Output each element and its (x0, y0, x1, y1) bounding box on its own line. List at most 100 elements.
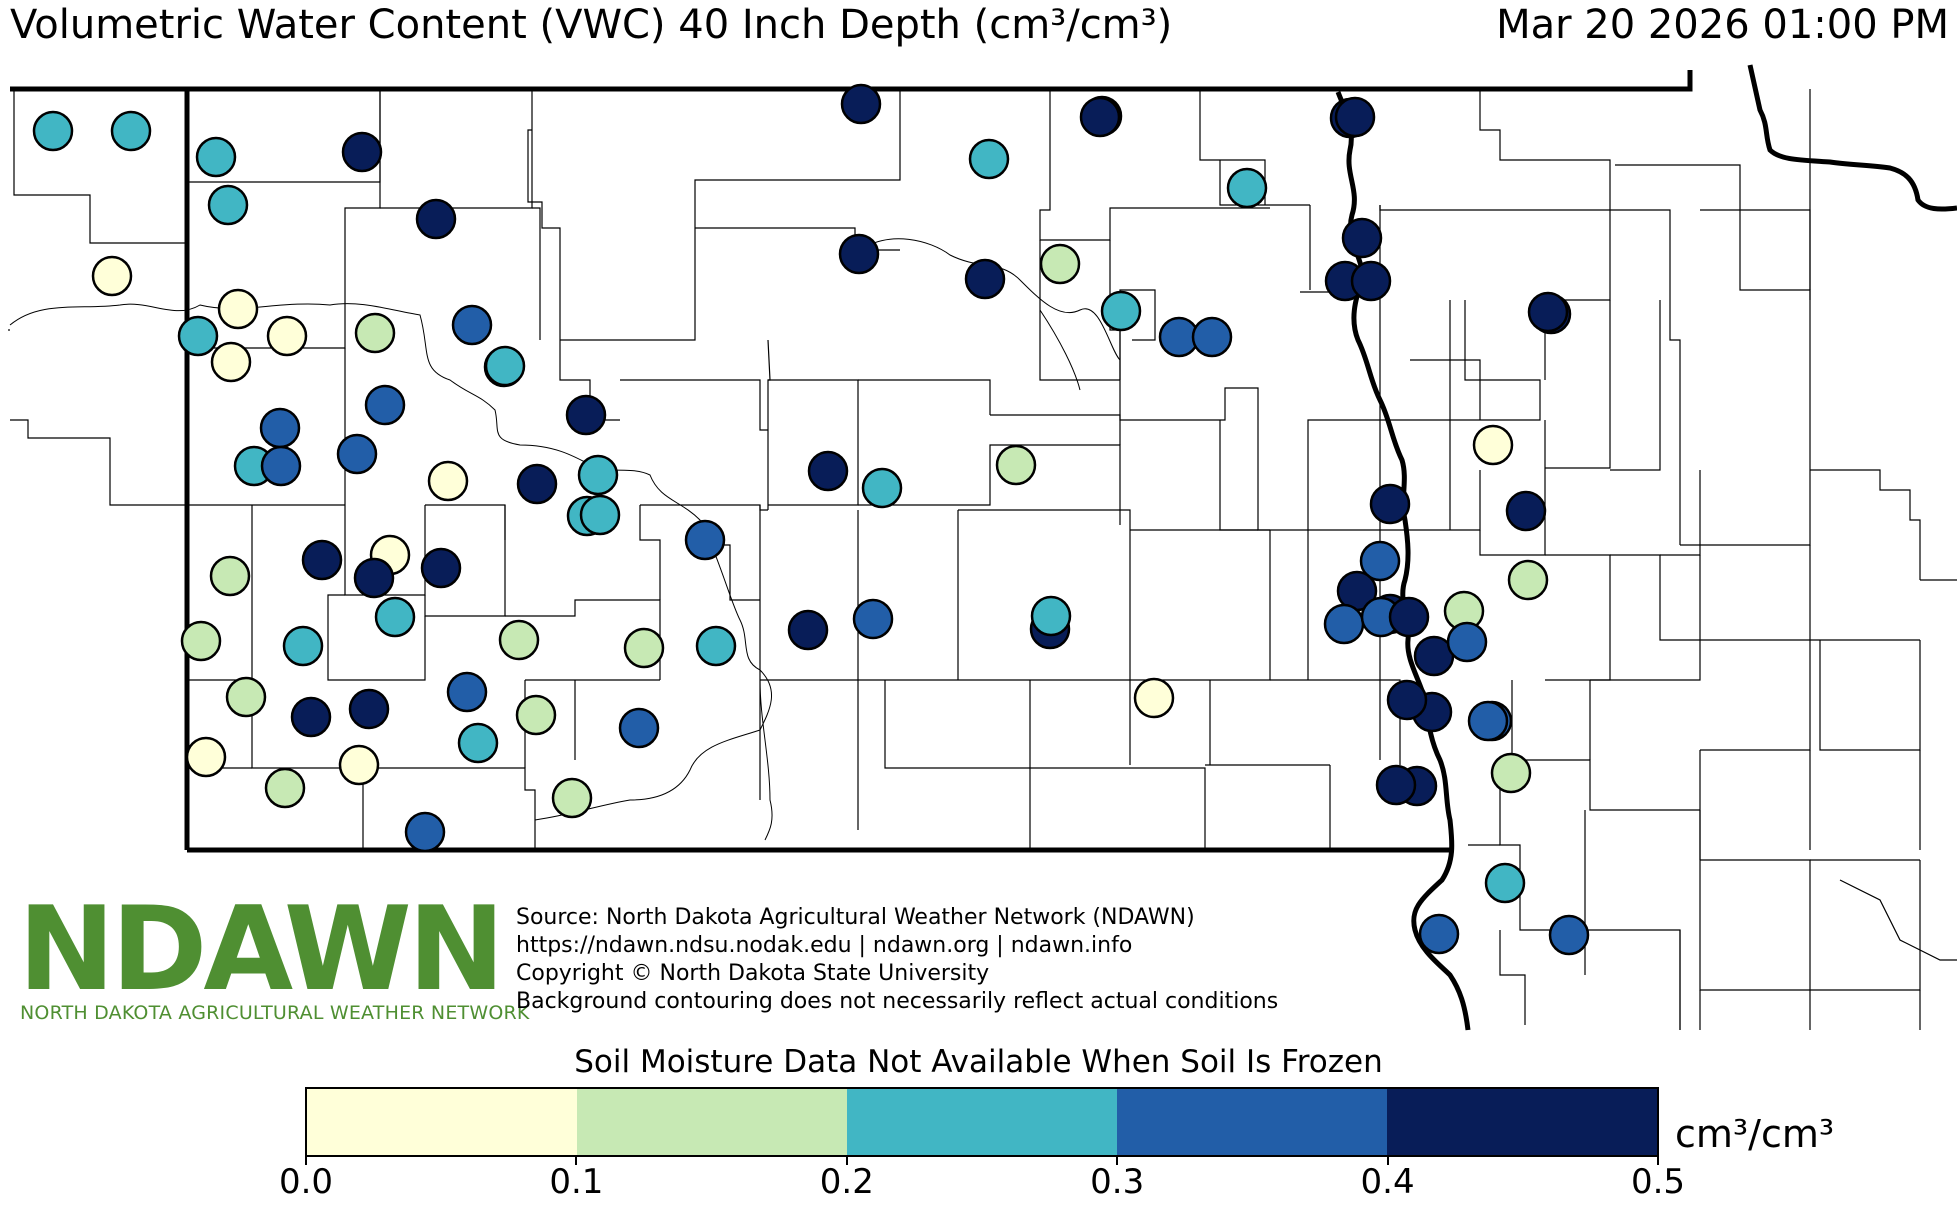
station-marker (1359, 540, 1401, 582)
station-marker (415, 198, 457, 240)
station-marker (1079, 96, 1121, 138)
station-marker (348, 688, 390, 730)
source-url-line: https://ndawn.ndsu.nodak.edu | ndawn.org… (516, 933, 1133, 958)
colorbar-tick-label: 0.3 (1090, 1162, 1145, 1202)
colorbar-segment (577, 1089, 847, 1155)
ndawn-logo: NDAWN NORTH DAKOTA AGRICULTURAL WEATHER … (18, 892, 529, 1030)
colorbar-tick (1657, 1155, 1659, 1165)
station-marker (225, 676, 267, 718)
station-marker (1039, 243, 1081, 285)
station-marker (1505, 490, 1547, 532)
colorbar-tick (845, 1155, 848, 1165)
station-marker (498, 619, 540, 661)
station-marker (852, 598, 894, 640)
station-marker (995, 444, 1037, 486)
station-marker (209, 555, 251, 597)
station-marker (404, 811, 446, 853)
station-marker (91, 255, 133, 297)
station-marker (364, 384, 406, 426)
logo-wordmark: NDAWN (18, 882, 505, 1017)
station-marker (1375, 764, 1417, 806)
station-marker (338, 744, 380, 786)
station-marker (695, 625, 737, 667)
station-marker (259, 407, 301, 449)
station-marker (32, 110, 74, 152)
station-marker (451, 304, 493, 346)
colorbar-tick (1116, 1155, 1119, 1165)
colorbar-tick (1386, 1155, 1389, 1165)
station-marker (1388, 596, 1430, 638)
station-marker (551, 777, 593, 819)
station-marker (577, 454, 619, 496)
station-marker (1133, 677, 1175, 719)
station-marker (260, 445, 302, 487)
station-marker (1334, 96, 1376, 138)
station-marker (336, 433, 378, 475)
station-marker (374, 596, 416, 638)
station-marker (1323, 603, 1365, 645)
station-marker (515, 694, 557, 736)
source-line: Source: North Dakota Agricultural Weathe… (516, 905, 1195, 930)
station-marker (341, 131, 383, 173)
colorbar-tick-label: 0.4 (1360, 1162, 1415, 1202)
station-marker (484, 345, 526, 387)
station-marker (207, 184, 249, 226)
station-marker (290, 696, 332, 738)
station-marker (1191, 316, 1233, 358)
station-marker (217, 288, 259, 330)
map-timestamp: Mar 20 2026 01:00 PM (1496, 2, 1949, 48)
station-marker (623, 627, 665, 669)
colorbar-tick-label: 0.5 (1630, 1162, 1686, 1202)
station-marker (353, 557, 395, 599)
colorbar-segment (1387, 1089, 1657, 1155)
station-marker (579, 494, 621, 536)
station-marker (807, 450, 849, 492)
station-marker (1490, 752, 1532, 794)
station-marker (1369, 483, 1411, 525)
station-marker (1507, 559, 1549, 601)
station-marker (1350, 260, 1392, 302)
station-marker (1484, 862, 1526, 904)
colorbar-tick-label: 0.2 (819, 1162, 874, 1202)
station-marker (457, 722, 499, 764)
borders (10, 64, 1957, 1031)
station-marker (1030, 595, 1072, 637)
station-marker (420, 547, 462, 589)
station-marker (1446, 621, 1488, 663)
station-marker (1548, 914, 1590, 956)
station-marker (684, 519, 726, 561)
map-title: Volumetric Water Content (VWC) 40 Inch D… (10, 2, 1173, 48)
colorbar-tick (575, 1155, 578, 1165)
colorbar-segment (307, 1089, 577, 1155)
station-marker (1467, 700, 1509, 742)
colorbar-segment (847, 1089, 1117, 1155)
colorbar-tick-label: 0.0 (278, 1162, 334, 1202)
station-marker (301, 539, 343, 581)
station-marker (861, 467, 903, 509)
station-marker (427, 460, 469, 502)
station-marker (618, 707, 660, 749)
station-marker (1386, 679, 1428, 721)
station-marker (446, 671, 488, 713)
station-marker (177, 315, 219, 357)
station-marker (110, 110, 152, 152)
station-marker (1100, 290, 1142, 332)
station-marker (964, 258, 1006, 300)
rivers (9, 238, 1121, 841)
station-marker (1527, 291, 1569, 333)
station-marker (1472, 424, 1514, 466)
station-marker (1341, 217, 1383, 259)
station-marker (1418, 913, 1460, 955)
station-marker (840, 83, 882, 125)
source-block: Source: North Dakota Agricultural Weathe… (516, 904, 1278, 1016)
copyright-line: Copyright © North Dakota State Universit… (516, 961, 990, 986)
station-markers (32, 83, 1590, 956)
station-marker (195, 136, 237, 178)
station-marker (264, 767, 306, 809)
disclaimer-line: Background contouring does not necessari… (516, 989, 1279, 1014)
station-marker (565, 394, 607, 436)
station-marker (787, 609, 829, 651)
colorbar-unit: cm³/cm³ (1675, 1112, 1835, 1156)
colorbar-tick-label: 0.1 (549, 1162, 604, 1202)
